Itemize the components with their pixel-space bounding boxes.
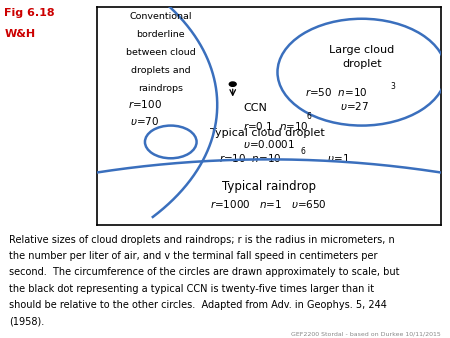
Text: second.  The circumference of the circles are drawn approximately to scale, but: second. The circumference of the circles… [9, 267, 400, 277]
Text: $\upsilon$=1: $\upsilon$=1 [320, 152, 350, 164]
Text: Typical cloud droplet: Typical cloud droplet [210, 128, 324, 138]
Text: CCN: CCN [243, 103, 267, 113]
Text: borderline: borderline [136, 30, 185, 39]
Text: Large cloud
droplet: Large cloud droplet [329, 45, 395, 69]
Text: 6: 6 [307, 113, 311, 121]
Text: Fig 6.18: Fig 6.18 [4, 8, 55, 19]
Text: should be relative to the other circles.  Adapted from Adv. in Geophys. 5, 244: should be relative to the other circles.… [9, 300, 387, 310]
Text: Typical raindrop: Typical raindrop [222, 180, 316, 193]
Text: droplets and: droplets and [130, 66, 190, 75]
Text: $\upsilon$=70: $\upsilon$=70 [130, 115, 159, 127]
Text: $r$=10  $n$=10: $r$=10 $n$=10 [219, 152, 281, 164]
Text: GEF2200 Stordal - based on Durkee 10/11/2015: GEF2200 Stordal - based on Durkee 10/11/… [291, 331, 441, 336]
Text: $\upsilon$=0.0001: $\upsilon$=0.0001 [243, 138, 295, 150]
Text: $r$=50  $n$=10: $r$=50 $n$=10 [305, 86, 367, 98]
Text: the black dot representing a typical CCN is twenty-five times larger than it: the black dot representing a typical CCN… [9, 284, 374, 294]
Text: 6: 6 [301, 147, 306, 156]
Text: raindrops: raindrops [138, 84, 183, 93]
Text: $r$=0.1  $n$=10: $r$=0.1 $n$=10 [243, 120, 309, 132]
Text: Relative sizes of cloud droplets and raindrops; r is the radius in micrometers, : Relative sizes of cloud droplets and rai… [9, 235, 395, 245]
Text: $\upsilon$=27: $\upsilon$=27 [340, 100, 369, 112]
Circle shape [230, 82, 236, 86]
Text: (1958).: (1958). [9, 316, 44, 326]
Text: between cloud: between cloud [126, 48, 195, 57]
Text: $r$=1000   $n$=1   $\upsilon$=650: $r$=1000 $n$=1 $\upsilon$=650 [211, 198, 327, 210]
Text: the number per liter of air, and v the terminal fall speed in centimeters per: the number per liter of air, and v the t… [9, 251, 378, 261]
Text: Conventional: Conventional [129, 12, 192, 21]
Text: $r$=100: $r$=100 [128, 98, 162, 110]
Text: W&H: W&H [4, 29, 36, 39]
Text: 3: 3 [390, 82, 395, 91]
